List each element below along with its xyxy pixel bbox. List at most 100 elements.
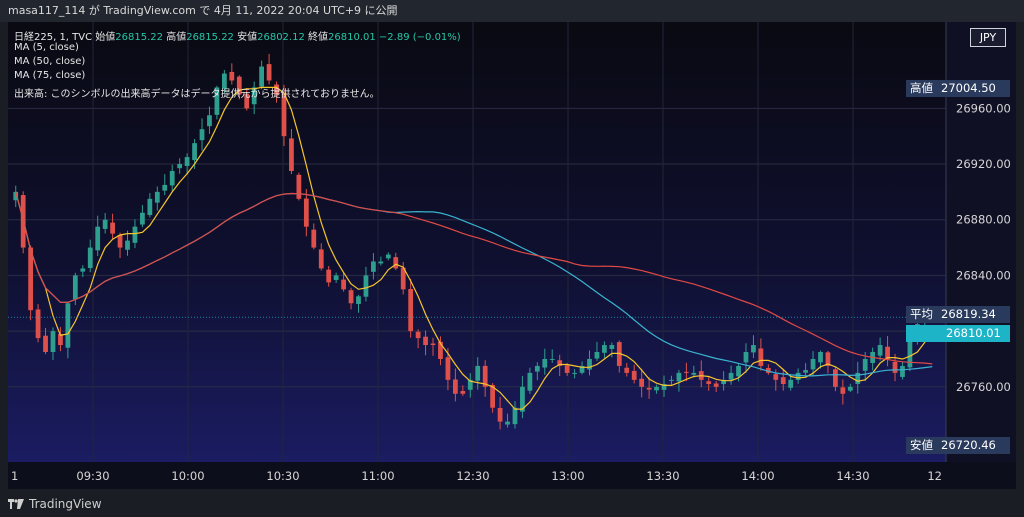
candle-body	[788, 379, 794, 388]
candle-body	[847, 386, 853, 391]
moving-averages	[8, 86, 946, 410]
candle-body	[542, 358, 548, 368]
price-tick-label: 26880.00	[956, 213, 1011, 227]
candle-body	[72, 275, 78, 300]
legend-ma50[interactable]: MA (50, close)	[14, 56, 86, 67]
candle-body	[154, 191, 160, 203]
price-tick-label: 26920.00	[956, 157, 1011, 171]
candle-body	[289, 138, 294, 171]
candle-body	[691, 372, 697, 375]
candle-body	[549, 358, 555, 360]
candle-body	[795, 372, 801, 380]
legend-low-label: 安値	[237, 32, 258, 43]
candle-body	[751, 345, 756, 353]
candle-body	[28, 247, 34, 311]
candle-body	[773, 374, 779, 380]
time-axis-background	[8, 462, 1016, 489]
candle-body	[810, 358, 816, 370]
candle-body	[758, 348, 764, 366]
candle-body	[706, 381, 712, 385]
candle-body	[430, 343, 436, 346]
price-tick-label: 26960.00	[956, 101, 1011, 115]
average-price-tag: 平均 26819.34	[906, 306, 1010, 323]
candle-body	[58, 333, 63, 346]
candle-body	[713, 383, 719, 387]
legend-ohlc: 日経225, 1, TVC 始値26815.22 高値26815.22 安値26…	[14, 28, 461, 43]
candle-body	[609, 345, 615, 349]
candle-body	[594, 352, 600, 359]
tradingview-logo-icon	[8, 499, 24, 509]
currency-button[interactable]: JPY	[970, 28, 1006, 47]
candle-body	[676, 372, 682, 382]
candle-body	[192, 143, 197, 161]
time-tick-label: 13:00	[551, 469, 584, 483]
candle-body	[184, 157, 190, 166]
legend-close-label: 終値	[308, 32, 329, 43]
time-tick-label: 10:00	[171, 469, 204, 483]
legend-change: −2.89 (−0.01%)	[378, 32, 461, 43]
candle-body	[765, 368, 771, 373]
candle-body	[371, 261, 376, 272]
candle-body	[229, 71, 235, 81]
candle-body	[907, 338, 913, 368]
candle-body	[87, 247, 93, 269]
last-tag-spacer	[906, 325, 942, 342]
candle-body	[475, 365, 481, 381]
candle-body	[736, 365, 741, 377]
candle-body	[415, 331, 421, 339]
candle-body	[35, 309, 41, 339]
candle-body	[400, 267, 406, 290]
candle-body	[207, 115, 212, 127]
candle-body	[639, 378, 645, 387]
candle-body	[214, 87, 220, 115]
candle-body	[438, 341, 443, 359]
legend-ma75[interactable]: MA (75, close)	[14, 70, 86, 81]
time-tick-label: 13:30	[646, 469, 679, 483]
candle-body	[460, 391, 466, 394]
tradingview-logo[interactable]: TradingView	[8, 497, 102, 511]
candle-body	[520, 386, 525, 412]
plot-background	[8, 22, 946, 462]
price-tick-label: 26760.00	[956, 380, 1011, 394]
candle-body	[743, 352, 749, 363]
candle-body	[482, 365, 488, 387]
candle-body	[818, 352, 823, 363]
time-tick-label: 12:30	[456, 469, 489, 483]
candle-body	[512, 407, 518, 425]
publish-info-bar: masa117_114 が TradingView.com で 4月 11, 2…	[0, 0, 1024, 22]
legend-close-value: 26810.01	[328, 32, 376, 43]
candle-body	[833, 369, 838, 387]
legend-symbol: 日経225, 1, TVC	[14, 32, 93, 43]
last-price-tag: 26810.01	[906, 325, 1010, 342]
time-axis-labels: 09:30 10:00 10:30 11:00 12:30 13:00 13:30 14:00…	[11, 469, 942, 483]
legend-ma5[interactable]: MA (5, close)	[14, 42, 79, 53]
candle-body	[177, 164, 183, 169]
legend-high-value: 26815.22	[186, 32, 234, 43]
legend-high-label: 高値	[166, 32, 187, 43]
avg-tag-value: 26819.34	[937, 306, 1010, 323]
candle-body	[348, 290, 354, 304]
candle-body	[661, 384, 667, 390]
time-edge-label-right: 12	[927, 469, 942, 483]
candle-body	[140, 212, 145, 225]
candle-body	[445, 357, 451, 380]
candle-body	[646, 387, 652, 390]
candle-body	[892, 361, 898, 373]
candle-body	[631, 370, 637, 380]
candle-body	[780, 377, 786, 385]
candle-body	[274, 84, 279, 95]
time-tick-label: 09:30	[76, 469, 109, 483]
candle-body	[490, 384, 496, 408]
low-tag-label: 安値	[906, 437, 937, 454]
candle-body	[393, 257, 399, 269]
candle-body	[363, 275, 369, 297]
tradingview-logo-text: TradingView	[29, 497, 102, 511]
candle-body	[296, 174, 302, 199]
high-price-tag: 高値 27004.50	[906, 80, 1010, 97]
candle-body	[303, 198, 309, 227]
candle-body	[587, 358, 592, 370]
candle-body	[527, 372, 533, 391]
time-tick-label: 10:30	[266, 469, 299, 483]
publish-info-text: masa117_114 が TradingView.com で 4月 11, 2…	[8, 4, 398, 17]
